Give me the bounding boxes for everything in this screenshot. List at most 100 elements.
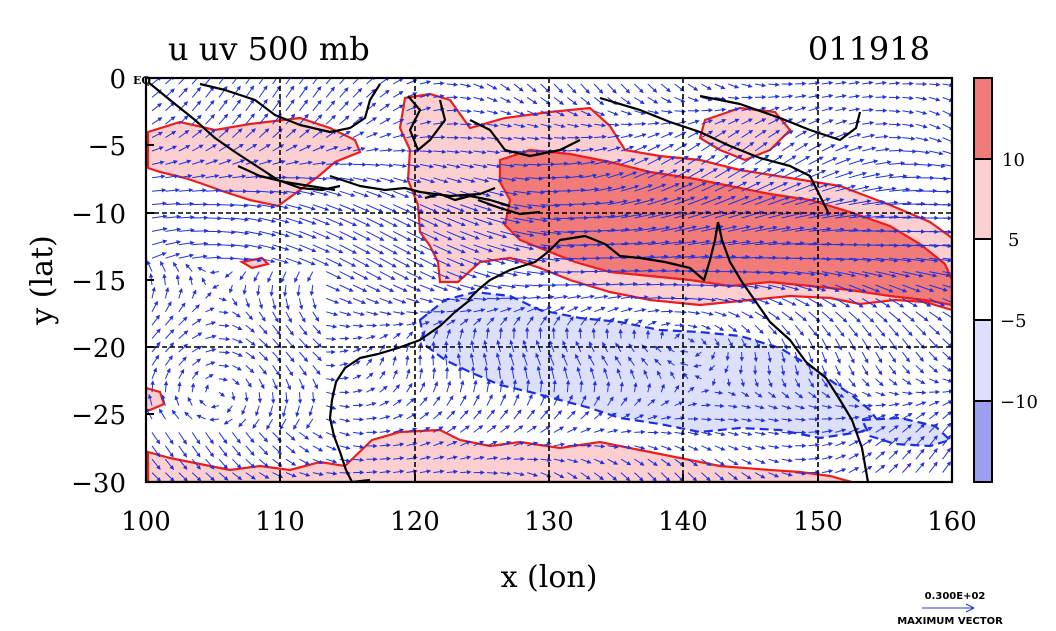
- wind-vector: [942, 244, 952, 246]
- wind-vector-head: [256, 189, 262, 194]
- wind-vector-head: [294, 277, 299, 283]
- wind-vector: [754, 196, 776, 206]
- wind-vector-head: [439, 469, 445, 474]
- wind-vector-head: [517, 409, 522, 415]
- wind-vector-head: [456, 164, 461, 169]
- wind-vector-head: [678, 239, 684, 245]
- wind-vector-head: [724, 298, 730, 303]
- wind-vector-head: [751, 299, 757, 304]
- wind-vector-head: [317, 99, 322, 105]
- wind-vector-head: [551, 326, 556, 332]
- wind-vector: [754, 182, 774, 192]
- wind-vector-head: [162, 201, 168, 206]
- wind-vector-head: [842, 119, 848, 124]
- wind-vector-head: [296, 190, 302, 196]
- wind-vector-head: [364, 208, 370, 213]
- wind-vector-head: [893, 463, 899, 469]
- wind-vector-head: [375, 287, 381, 292]
- wind-vector-head: [766, 168, 772, 173]
- wind-vector-head: [829, 131, 835, 136]
- wind-vector-head: [250, 354, 256, 360]
- wind-vector-head: [848, 171, 854, 176]
- wind-vector-head: [250, 341, 256, 346]
- wind-vector-head: [173, 261, 178, 267]
- wind-vector-head: [303, 85, 308, 91]
- wind-vector-head: [493, 307, 499, 312]
- wind-vector-head: [392, 355, 397, 361]
- wind-vector: [929, 271, 950, 277]
- wind-vector-head: [359, 323, 364, 329]
- wind-vector: [848, 229, 871, 232]
- wind-vector-head: [302, 330, 308, 336]
- wind-vector-head: [197, 114, 202, 120]
- wind-vector-head: [828, 442, 834, 447]
- wind-vector-head: [162, 239, 168, 244]
- wind-vector-head: [297, 260, 303, 265]
- wind-vector-head: [655, 308, 661, 313]
- wind-vector-head: [761, 94, 767, 100]
- wind-vector-head: [453, 455, 458, 460]
- wind-vector-head: [441, 149, 447, 154]
- wind-vector-head: [788, 130, 794, 135]
- wind-vector-head: [719, 403, 725, 409]
- wind-vector-head: [643, 157, 649, 162]
- wind-vector-head: [572, 427, 578, 432]
- wind-vector-head: [839, 393, 845, 398]
- wind-vector-head: [331, 336, 337, 342]
- wind-vector-head: [708, 119, 714, 124]
- wind-vector-head: [617, 158, 623, 164]
- wind-vector-head: [228, 174, 234, 179]
- wind-vector-head: [321, 161, 327, 166]
- wind-vector-head: [791, 301, 797, 306]
- wind-vector: [875, 201, 898, 206]
- wind-vector: [687, 211, 710, 219]
- wind-vector-head: [694, 375, 700, 380]
- wind-vector-head: [850, 358, 855, 364]
- wind-vector-head: [223, 310, 229, 315]
- wind-vector: [607, 214, 629, 219]
- wind-vector: [741, 226, 764, 232]
- wind-vector-head: [744, 392, 750, 397]
- wind-vector-head: [889, 173, 895, 178]
- y-tick-label: −30: [71, 469, 126, 499]
- wind-vector-head: [775, 94, 780, 99]
- wind-vector-head: [912, 149, 917, 154]
- wind-vector-head: [761, 83, 767, 88]
- wind-vector-head: [288, 371, 294, 377]
- wind-vector-head: [298, 247, 304, 252]
- wind-vector-head: [317, 356, 322, 362]
- wind-vector-head: [614, 307, 620, 312]
- wind-vector: [339, 78, 346, 85]
- wind-vector-head: [309, 291, 315, 297]
- wind-vector-head: [526, 191, 532, 196]
- wind-vector-head: [837, 382, 842, 388]
- wind-vector-head: [384, 400, 390, 405]
- wind-vector-head: [157, 117, 163, 122]
- wind-vector-head: [571, 410, 576, 416]
- wind-vector-head: [522, 352, 527, 358]
- wind-vector: [607, 242, 629, 246]
- wind-vector-head: [748, 95, 754, 100]
- wind-vector-head: [828, 429, 834, 434]
- wind-vector-head: [706, 85, 712, 90]
- wind-vector-head: [183, 115, 189, 120]
- wind-vector-head: [423, 396, 428, 402]
- wind-vector-head: [442, 298, 448, 303]
- wind-vector-head: [225, 336, 231, 342]
- wind-vector-head: [453, 469, 459, 474]
- wind-vector-head: [831, 302, 837, 308]
- wind-vector-head: [766, 370, 772, 376]
- wind-vector-head: [460, 222, 466, 227]
- wind-vector-head: [922, 81, 928, 87]
- wind-vector: [942, 190, 952, 193]
- wind-vector-head: [932, 273, 938, 278]
- wind-vector-head: [682, 143, 688, 148]
- wind-vector-head: [237, 326, 243, 331]
- wind-vector-head: [637, 212, 643, 217]
- wind-vector-head: [386, 469, 392, 474]
- wind-vector-head: [801, 443, 807, 448]
- wind-vector-head: [753, 357, 758, 363]
- wind-vector-head: [419, 222, 425, 227]
- wind-vector-head: [555, 394, 560, 400]
- wind-vector-head: [167, 301, 172, 307]
